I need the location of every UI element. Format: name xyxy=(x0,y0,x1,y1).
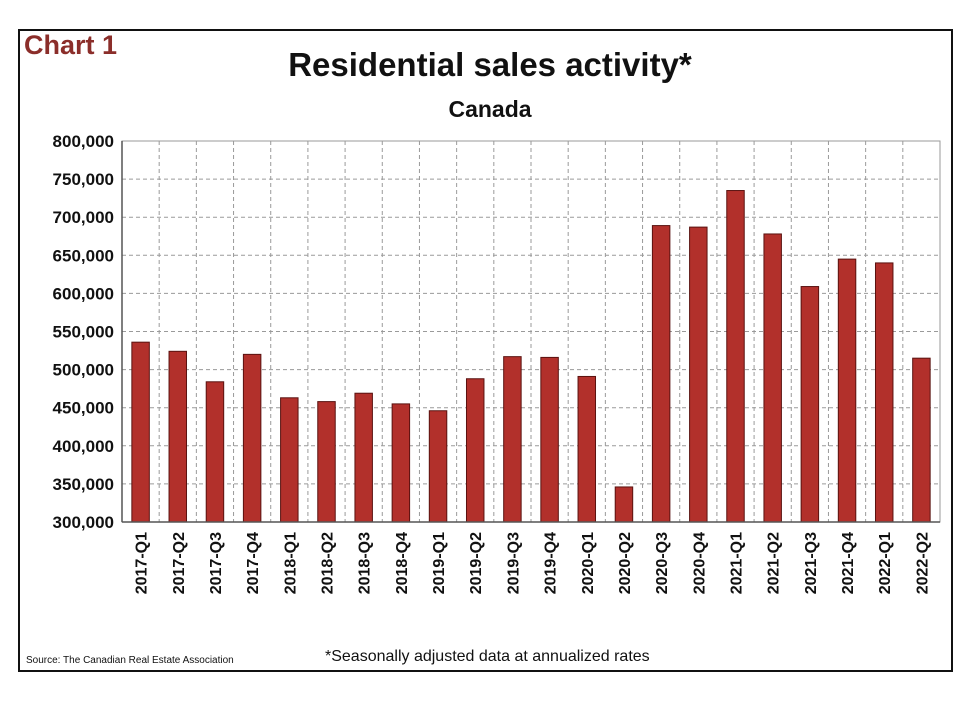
y-tick-label: 800,000 xyxy=(53,132,114,151)
x-tick-label: 2018-Q4 xyxy=(394,532,411,594)
x-tick-label: 2020-Q2 xyxy=(617,532,634,594)
x-tick-label: 2019-Q3 xyxy=(505,532,522,594)
bar xyxy=(465,378,485,523)
chart-number-label: Chart 1 xyxy=(24,30,118,60)
y-tick-label: 750,000 xyxy=(53,170,114,189)
bar xyxy=(205,381,225,523)
bar xyxy=(874,262,894,523)
y-tick-label: 400,000 xyxy=(53,437,114,456)
bar xyxy=(763,233,782,523)
bar xyxy=(391,403,411,523)
x-tick-label: 2022-Q1 xyxy=(877,532,894,594)
bar xyxy=(689,226,708,523)
y-tick-label: 650,000 xyxy=(53,246,114,265)
x-tick-label: 2019-Q2 xyxy=(468,532,485,594)
x-tick-label: 2017-Q2 xyxy=(171,532,188,594)
y-tick-label: 300,000 xyxy=(53,513,114,532)
x-tick-label: 2019-Q4 xyxy=(543,532,560,594)
y-tick-label: 550,000 xyxy=(53,323,114,342)
y-tick-labels: 300,000 350,000 400,000 450,000 500,000 550,0… xyxy=(53,132,114,532)
bar xyxy=(280,397,299,523)
bar xyxy=(428,410,448,523)
bar xyxy=(651,225,671,523)
x-tick-label: 2020-Q3 xyxy=(654,532,671,594)
bar xyxy=(503,356,522,523)
y-tick-label: 500,000 xyxy=(53,361,114,380)
x-tick-label: 2019-Q1 xyxy=(431,532,448,594)
y-tick-label: 350,000 xyxy=(53,475,114,494)
x-tick-label: 2017-Q1 xyxy=(134,532,151,594)
bars xyxy=(131,190,931,523)
bar xyxy=(131,341,150,523)
axes xyxy=(121,140,941,523)
y-tick-label: 700,000 xyxy=(53,208,114,227)
bar xyxy=(837,258,857,523)
bar xyxy=(577,375,597,523)
x-tick-label: 2017-Q4 xyxy=(245,532,262,594)
x-tick-label: 2021-Q2 xyxy=(766,532,783,594)
x-tick-label: 2021-Q1 xyxy=(729,532,746,594)
chart-title: Residential sales activity* xyxy=(288,46,692,83)
x-tick-label: 2021-Q4 xyxy=(840,532,857,594)
chart-frame xyxy=(18,29,953,672)
source-note: Source: The Canadian Real Estate Associa… xyxy=(26,655,234,666)
bar xyxy=(912,357,931,523)
x-tick-label: 2018-Q2 xyxy=(320,532,337,594)
bar xyxy=(726,190,745,523)
x-tick-label: 2020-Q4 xyxy=(691,532,708,594)
x-tick-label: 2020-Q1 xyxy=(580,532,597,594)
y-tick-label: 600,000 xyxy=(53,284,114,303)
bar xyxy=(614,486,634,523)
bar xyxy=(317,401,336,523)
x-tick-label: 2021-Q3 xyxy=(803,532,820,594)
bar xyxy=(168,350,188,523)
x-tick-labels: 2017-Q1 2017-Q2 2017-Q3 2017-Q4 2018-Q1 2018-… xyxy=(134,532,932,594)
bar xyxy=(800,286,820,523)
chart-subtitle: Canada xyxy=(448,96,532,122)
bar xyxy=(540,356,559,523)
footnote: *Seasonally adjusted data at annualized … xyxy=(325,648,650,665)
x-tick-label: 2017-Q3 xyxy=(208,532,225,594)
bar xyxy=(354,392,373,523)
x-tick-label: 2018-Q1 xyxy=(282,532,299,594)
x-tick-label: 2018-Q3 xyxy=(357,532,374,594)
y-tick-label: 450,000 xyxy=(53,399,114,418)
x-tick-label: 2022-Q2 xyxy=(914,532,931,594)
bar xyxy=(242,353,262,523)
